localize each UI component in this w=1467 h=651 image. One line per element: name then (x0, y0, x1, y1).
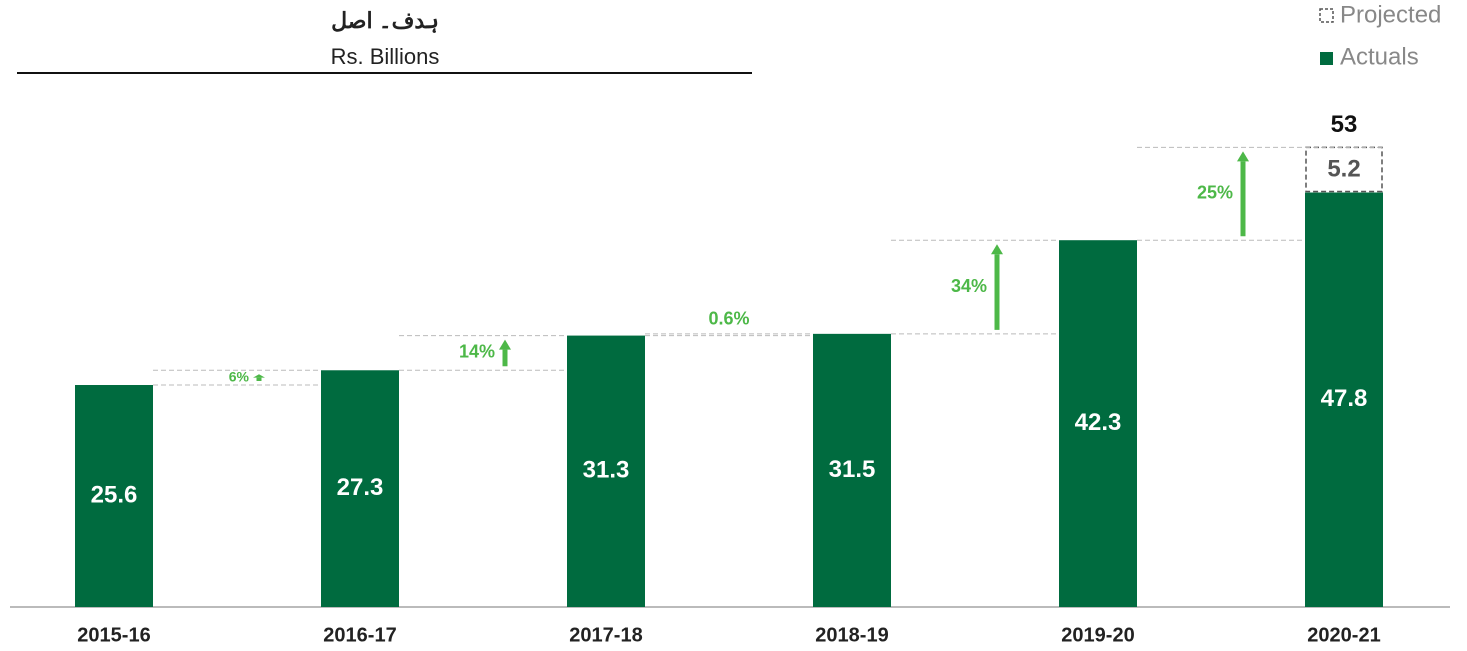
projected-bar (1305, 146, 1383, 193)
growth-label: 14% (459, 342, 495, 362)
bar (75, 385, 153, 607)
growth-label: 6% (229, 368, 250, 384)
bar-value-label: 25.6 (91, 481, 138, 508)
growth-label: 0.6% (708, 309, 749, 329)
chart-subtitle: Rs. Billions (331, 44, 440, 69)
chart-title: ہدف۔ اصل (331, 8, 439, 33)
growth-arrow-head (991, 244, 1003, 255)
x-tick-label: 2020-21 (1307, 624, 1380, 646)
bar-value-label: 27.3 (337, 474, 384, 501)
bar-value-label: 31.5 (829, 456, 876, 483)
growth-arrow-head (253, 374, 265, 378)
legend-swatch (1320, 52, 1333, 65)
bar (567, 335, 645, 607)
legend-label: Projected (1340, 1, 1441, 28)
legend-label: Actuals (1340, 43, 1419, 70)
bar (321, 370, 399, 607)
x-tick-label: 2017-18 (569, 624, 642, 646)
bar (1305, 192, 1383, 607)
x-tick-label: 2019-20 (1061, 624, 1134, 646)
x-tick-label: 2015-16 (77, 624, 150, 646)
x-tick-label: 2016-17 (323, 624, 396, 646)
legend-swatch (1319, 8, 1334, 23)
growth-arrow-head (499, 339, 511, 350)
bar-value-label: 42.3 (1075, 409, 1122, 436)
projected-value-label: 5.2 (1327, 155, 1360, 182)
total-label: 53 (1331, 111, 1358, 138)
growth-label: 34% (951, 276, 987, 296)
growth-label: 25% (1197, 183, 1233, 203)
bar-value-label: 31.3 (583, 457, 630, 484)
bar-value-label: 47.8 (1321, 385, 1368, 412)
x-tick-label: 2018-19 (815, 624, 888, 646)
growth-arrow-head (1237, 151, 1249, 162)
bar (1059, 240, 1137, 607)
bar (813, 333, 891, 607)
